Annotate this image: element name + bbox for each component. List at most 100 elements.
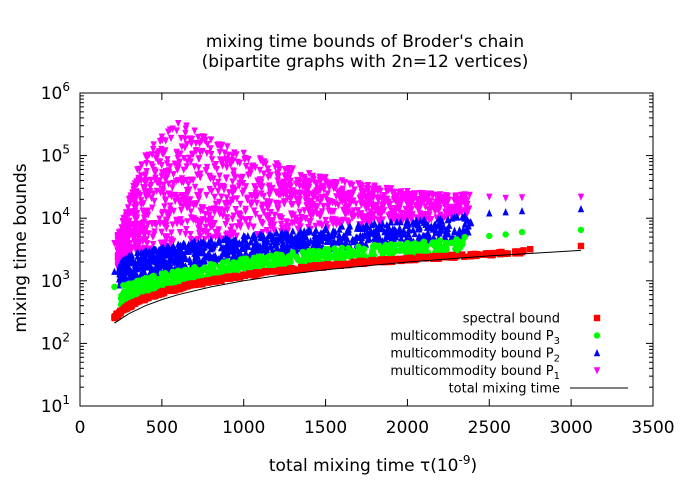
cloud-mark-p1 bbox=[132, 226, 140, 234]
cloud-mark-p2 bbox=[247, 237, 254, 246]
point-p2 bbox=[355, 220, 362, 229]
point-p1 bbox=[502, 194, 509, 203]
cloud-mark-p1 bbox=[296, 208, 304, 216]
cloud-mark-p1 bbox=[300, 179, 307, 187]
cloud-mark-p3 bbox=[396, 240, 403, 248]
cloud-mark-p2 bbox=[126, 272, 133, 280]
cloud-mark-p1 bbox=[150, 146, 157, 154]
cloud-mark-p1 bbox=[195, 155, 202, 163]
cloud-mark-p2 bbox=[334, 238, 342, 246]
cloud-mark-p1 bbox=[183, 204, 191, 212]
cloud-mark-p1 bbox=[173, 127, 180, 135]
cloud-mark-spectral bbox=[481, 251, 488, 258]
cloud-mark-spectral bbox=[415, 254, 422, 262]
cloud-mark-p2 bbox=[384, 232, 391, 240]
cloud-mark-p1 bbox=[274, 169, 282, 177]
point-spectral bbox=[117, 308, 125, 315]
cloud-mark-p1 bbox=[267, 223, 274, 231]
x-axis-label-main: total mixing time τ(10 bbox=[269, 456, 459, 476]
cloud-mark-p1 bbox=[212, 200, 220, 208]
cloud-mark-p2 bbox=[315, 240, 322, 248]
cloud-mark-p1 bbox=[326, 197, 333, 206]
cloud-mark-p1 bbox=[349, 181, 356, 189]
cloud-mark-p1 bbox=[411, 193, 418, 201]
cloud-mark-p2 bbox=[117, 263, 125, 272]
cloud-mark-p1 bbox=[419, 214, 426, 222]
cloud-mark-p1 bbox=[422, 203, 429, 211]
legend-label: spectral bound bbox=[463, 312, 560, 327]
cloud-mark-p2 bbox=[432, 222, 440, 230]
cloud-mark-p1 bbox=[249, 199, 256, 207]
cloud-mark-p1 bbox=[280, 198, 288, 206]
point-p1 bbox=[224, 143, 231, 151]
cloud-mark-p1 bbox=[160, 181, 167, 189]
point-spectral bbox=[240, 272, 247, 280]
point-p1 bbox=[158, 133, 166, 141]
cloud-mark-p1 bbox=[423, 191, 431, 200]
cloud-mark-p1 bbox=[351, 186, 358, 194]
cloud-mark-p1 bbox=[312, 222, 319, 230]
cloud-mark-p2 bbox=[186, 255, 193, 263]
cloud-mark-p1 bbox=[187, 208, 195, 216]
cloud-mark-p3 bbox=[442, 239, 450, 247]
cloud-mark-p1 bbox=[359, 190, 366, 198]
cloud-mark-p2 bbox=[326, 237, 333, 245]
cloud-mark-p1 bbox=[392, 212, 399, 220]
cloud-mark-p1 bbox=[250, 207, 258, 215]
point-p1 bbox=[289, 165, 297, 173]
cloud-mark-p1 bbox=[201, 235, 209, 244]
data-cloud-layer bbox=[111, 125, 527, 322]
point-spectral bbox=[273, 268, 280, 275]
cloud-mark-p1 bbox=[225, 189, 233, 197]
point-p1 bbox=[577, 193, 585, 201]
cloud-mark-p1 bbox=[329, 215, 336, 223]
cloud-mark-p1 bbox=[294, 177, 301, 185]
cloud-mark-spectral bbox=[411, 256, 419, 264]
point-p2 bbox=[387, 218, 395, 226]
cloud-mark-p1 bbox=[379, 204, 386, 212]
cloud-mark-p1 bbox=[163, 160, 171, 168]
x-tick-label: 3000 bbox=[550, 418, 593, 438]
cloud-mark-p1 bbox=[365, 198, 373, 206]
cloud-mark-p1 bbox=[195, 164, 202, 172]
cloud-mark-p1 bbox=[167, 202, 174, 210]
cloud-mark-p1 bbox=[178, 143, 186, 151]
point-p3 bbox=[502, 231, 509, 238]
cloud-mark-p2 bbox=[249, 231, 257, 239]
cloud-mark-p3 bbox=[262, 254, 269, 262]
cloud-mark-p2 bbox=[201, 242, 208, 251]
cloud-mark-p1 bbox=[426, 206, 433, 214]
cloud-mark-p2 bbox=[465, 222, 472, 230]
cloud-mark-p1 bbox=[162, 137, 169, 145]
cloud-mark-p2 bbox=[192, 250, 200, 258]
cloud-mark-p1 bbox=[133, 203, 140, 211]
cloud-mark-p1 bbox=[178, 207, 185, 215]
point-spectral bbox=[338, 261, 346, 268]
cloud-mark-p1 bbox=[164, 233, 171, 241]
cloud-mark-p1 bbox=[398, 192, 406, 200]
cloud-mark-spectral bbox=[346, 261, 353, 268]
cloud-mark-p1 bbox=[210, 175, 217, 183]
cloud-mark-p1 bbox=[330, 185, 337, 193]
cloud-mark-p1 bbox=[125, 222, 132, 230]
point-spectral bbox=[420, 255, 427, 262]
cloud-mark-p1 bbox=[208, 156, 216, 164]
cloud-mark-p1 bbox=[348, 193, 355, 201]
cloud-mark-p1 bbox=[183, 187, 191, 195]
cloud-mark-p1 bbox=[451, 203, 459, 212]
cloud-mark-spectral bbox=[250, 270, 257, 277]
cloud-mark-p1 bbox=[216, 172, 223, 180]
cloud-mark-p1 bbox=[275, 190, 282, 198]
x-axis-label-end: ) bbox=[470, 456, 477, 476]
cloud-mark-p1 bbox=[242, 162, 250, 171]
cloud-mark-p1 bbox=[374, 216, 382, 224]
point-spectral bbox=[502, 250, 509, 257]
cloud-mark-p1 bbox=[322, 178, 329, 186]
cloud-mark-p1 bbox=[206, 212, 213, 220]
cloud-mark-p1 bbox=[267, 208, 274, 217]
cloud-mark-p2 bbox=[415, 225, 422, 233]
cloud-mark-p1 bbox=[223, 164, 231, 172]
cloud-mark-p1 bbox=[135, 246, 143, 254]
cloud-mark-p1 bbox=[318, 195, 326, 203]
